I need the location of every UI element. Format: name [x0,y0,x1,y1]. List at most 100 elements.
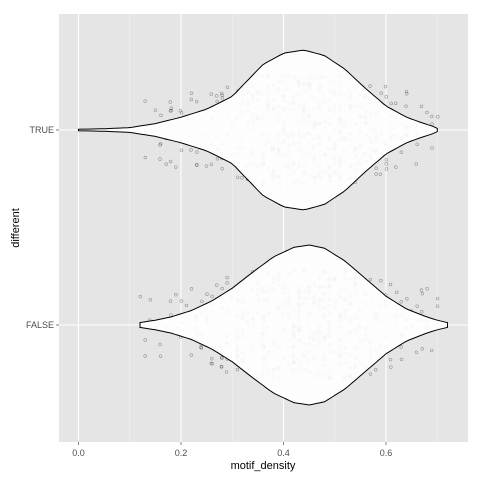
data-point [143,354,147,358]
data-point [199,345,203,350]
data-point [210,356,214,361]
data-point [219,365,224,369]
data-point [159,113,163,117]
data-point [143,99,147,103]
data-point [415,142,419,146]
data-point [220,167,224,171]
data-point [383,84,388,89]
data-point [215,99,219,104]
data-point [159,141,163,146]
data-point [205,292,209,296]
data-point [219,364,224,369]
data-point [195,150,199,154]
data-point [425,287,429,291]
data-point [368,84,372,88]
data-point [405,92,409,96]
data-point [143,338,147,342]
data-point [189,148,193,152]
data-point [388,282,393,287]
data-point [209,361,213,365]
data-point [169,313,173,317]
data-point [420,347,424,351]
data-point [219,91,224,96]
data-point [168,299,173,303]
x-axis-ticks: 0.0 0.2 0.4 0.6 [72,442,392,458]
data-point [164,162,168,166]
violins [78,49,448,406]
data-point [158,157,162,161]
data-point [138,294,142,299]
data-point [200,299,204,304]
data-point [389,101,393,106]
data-point [368,372,373,376]
data-point [220,286,224,291]
y-tick-label: FALSE [26,320,54,330]
data-point [178,109,183,113]
data-point [174,292,178,297]
data-point [169,106,174,110]
data-point [388,357,393,362]
data-point [235,175,240,179]
data-point [158,354,163,358]
data-point [399,150,404,154]
data-point [384,162,389,166]
data-point [394,101,398,106]
data-point [430,146,434,150]
data-point [425,110,429,115]
data-point [225,275,229,280]
data-point [420,310,424,314]
data-point [379,91,383,95]
data-point [374,172,378,176]
data-point [158,342,162,347]
data-point [414,350,419,354]
data-point [224,370,229,374]
data-point [199,346,204,350]
data-point [143,155,148,160]
data-point [209,92,214,96]
data-point [399,345,403,349]
data-point [179,111,184,115]
data-point [215,157,220,161]
y-axis-title: different [10,208,22,248]
data-point [379,279,383,283]
data-point [374,166,378,170]
violin-true [78,49,438,211]
data-point [384,158,389,162]
data-point [405,297,409,301]
data-point [210,362,214,366]
data-point [148,298,153,302]
data-point [215,94,219,98]
data-point [219,355,224,360]
data-point [389,365,393,369]
data-point [168,109,173,113]
x-tick-label: 0.4 [277,448,290,458]
x-tick-label: 0.6 [380,448,393,458]
violin-false [139,244,448,406]
data-point [215,283,219,287]
data-point [384,95,389,99]
data-point [168,159,173,164]
x-axis-title: motif_density [231,460,296,472]
data-point [419,288,424,292]
x-tick-label: 0.2 [175,448,188,458]
data-point [373,367,378,372]
data-point [384,167,389,171]
data-point [189,287,194,291]
data-point [158,143,162,147]
data-point [399,300,403,304]
data-point [430,114,434,119]
data-point [204,164,209,168]
data-point [184,303,189,308]
data-point [189,91,194,95]
data-point [368,277,373,282]
data-point [240,176,244,180]
data-point [394,165,398,169]
data-point [174,165,178,169]
data-point [404,89,409,94]
data-point [419,104,424,109]
y-tick-label: TRUE [30,125,55,135]
data-point [220,356,224,360]
data-point [225,85,230,89]
data-point [195,163,199,167]
